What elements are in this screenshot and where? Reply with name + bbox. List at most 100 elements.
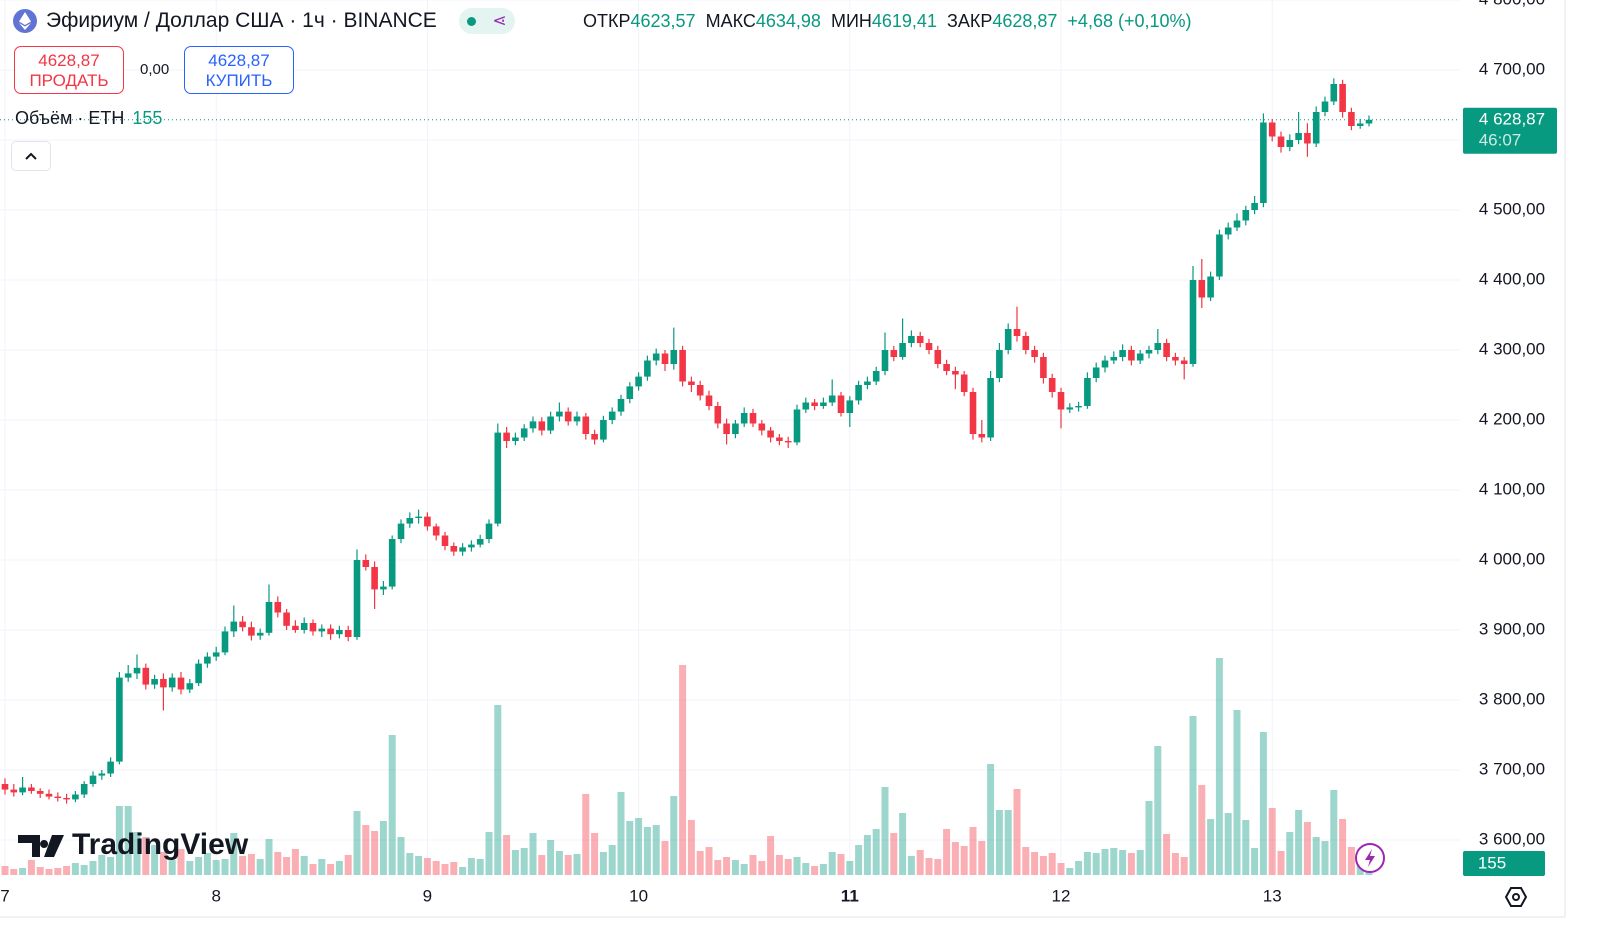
candle-body: [424, 516, 431, 527]
candle-body: [265, 602, 273, 633]
candle-body: [846, 400, 854, 413]
candle-body: [996, 350, 1003, 378]
volume-bar: [987, 764, 995, 875]
volume-bar: [626, 821, 634, 875]
volume-bar: [133, 832, 141, 875]
volume-bar: [863, 835, 871, 875]
candle-body: [1066, 407, 1074, 410]
candle-body: [960, 374, 968, 392]
y-tick-label: 3 700,00: [1479, 759, 1545, 778]
volume-bar: [1330, 790, 1338, 875]
candle-body: [1339, 84, 1346, 112]
volume-bar: [1154, 746, 1162, 875]
status-pill: ⋖: [458, 8, 515, 34]
volume-bar: [353, 811, 361, 875]
x-tick-label: 13: [1263, 886, 1282, 905]
candle-body: [177, 677, 185, 690]
volume-bar: [819, 864, 827, 875]
x-tick-label: 8: [211, 886, 220, 905]
volume-bar: [19, 868, 27, 875]
volume-bar: [45, 869, 53, 875]
eth-icon: [13, 9, 37, 33]
volume-bar: [239, 856, 247, 875]
volume-bar: [1075, 861, 1083, 875]
volume-bar: [802, 863, 810, 875]
volume-bar: [80, 865, 88, 875]
settings-dot: [1512, 893, 1520, 901]
volume-title: Объём · ETH: [15, 108, 125, 128]
volume-bar: [142, 837, 150, 875]
price-label-box: [1463, 107, 1557, 154]
volume-bar: [670, 796, 678, 875]
volume-bar: [177, 849, 185, 875]
volume-bar: [705, 847, 713, 875]
volume-bar: [300, 856, 308, 875]
volume-bar: [415, 856, 423, 875]
candle-body: [485, 523, 493, 539]
candle-body: [476, 539, 484, 545]
candle-body: [644, 360, 651, 377]
candle-body: [28, 787, 35, 791]
candle-body: [300, 623, 308, 630]
ohlc-label: МИН: [830, 11, 872, 31]
symbol-header: Эфириум / Доллар США · 1ч · BINANCE ⋖: [12, 8, 515, 34]
volume-bar: [1136, 850, 1144, 875]
volume-bar: [309, 864, 317, 875]
volume-bar: [371, 831, 379, 875]
volume-bar: [846, 861, 854, 875]
y-tick-label: 4 800,00: [1479, 0, 1545, 8]
candle-body: [63, 798, 70, 800]
buy-button[interactable]: 4628,87 КУПИТЬ: [184, 46, 294, 94]
volume-bar: [221, 859, 229, 875]
volume-bar: [916, 850, 924, 875]
volume-bar: [459, 867, 467, 875]
candle-body: [1119, 350, 1126, 357]
candle-body: [1031, 350, 1038, 357]
candle-body: [916, 336, 924, 343]
candle-body: [670, 350, 678, 364]
sell-button[interactable]: 4628,87 ПРОДАТЬ: [14, 46, 124, 94]
volume-bar: [617, 792, 625, 875]
candle-body: [1084, 378, 1091, 406]
volume-bar: [291, 849, 299, 875]
candle-body: [943, 364, 950, 371]
candle-body: [1, 784, 9, 790]
volume-bar: [1004, 810, 1012, 875]
candle-body: [591, 434, 598, 440]
candle-body: [1251, 203, 1258, 210]
volume-bar: [335, 861, 343, 875]
candle-body: [987, 378, 994, 438]
collapse-button[interactable]: [11, 141, 51, 171]
candle-body: [908, 336, 915, 343]
candle-body: [714, 406, 722, 424]
candle-body: [793, 409, 801, 443]
volume-bar: [740, 864, 748, 875]
candle-body: [1216, 234, 1223, 277]
volume-bar: [978, 841, 986, 875]
ohlc-item: МАКС4634,98: [706, 11, 821, 32]
candle-body: [1312, 112, 1320, 144]
candle-body: [1304, 133, 1311, 144]
candle-body: [256, 632, 264, 636]
candle-body: [1048, 378, 1056, 392]
candle-body: [432, 526, 440, 536]
candle-body: [978, 434, 986, 438]
y-tick-label: 4 300,00: [1479, 339, 1545, 358]
candle-body: [1180, 360, 1188, 364]
ohlc-value: 4628,87: [992, 11, 1058, 31]
volume-bar: [995, 810, 1003, 875]
watermark: TradingView: [72, 828, 249, 861]
volume-label-box: [1463, 851, 1545, 876]
volume-bar: [1224, 813, 1232, 875]
volume-bar: [283, 857, 291, 875]
candle-body: [142, 667, 150, 685]
ohlc-value: 4634,98: [755, 11, 821, 31]
candle-body: [1224, 227, 1232, 235]
candle-body: [72, 794, 79, 800]
ohlc-legend: ОТКР4623,57 МАКС4634,98 МИН4619,41 ЗАКР4628…: [583, 11, 1192, 32]
volume-bar: [731, 860, 739, 875]
candle-body: [1145, 350, 1153, 354]
volume-bar: [652, 825, 660, 875]
